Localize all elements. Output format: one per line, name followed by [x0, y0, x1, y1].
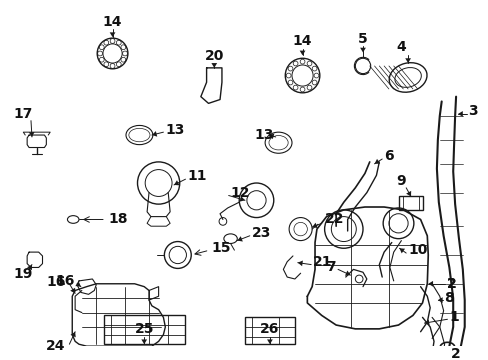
Text: 8: 8 [444, 291, 453, 305]
Polygon shape [437, 297, 442, 303]
Polygon shape [174, 180, 179, 185]
Polygon shape [424, 319, 429, 325]
Text: 22: 22 [324, 212, 344, 226]
Polygon shape [141, 339, 147, 344]
Text: 16: 16 [46, 275, 65, 289]
Polygon shape [406, 191, 410, 197]
Polygon shape [70, 288, 75, 293]
Text: 12: 12 [230, 186, 249, 199]
Polygon shape [344, 270, 350, 276]
Text: 9: 9 [396, 174, 406, 188]
Polygon shape [75, 282, 81, 287]
Polygon shape [457, 111, 462, 117]
Text: 16: 16 [56, 274, 75, 288]
Text: 1: 1 [448, 310, 458, 324]
Polygon shape [374, 159, 379, 164]
Text: 13: 13 [254, 128, 273, 142]
Text: 4: 4 [396, 40, 406, 54]
Text: 24: 24 [46, 339, 65, 353]
Polygon shape [405, 58, 410, 63]
Polygon shape [299, 51, 305, 55]
Polygon shape [109, 32, 115, 37]
Text: 10: 10 [407, 243, 427, 257]
Polygon shape [359, 48, 365, 53]
Text: 21: 21 [312, 255, 332, 269]
Text: 20: 20 [204, 49, 224, 63]
Text: 11: 11 [187, 169, 206, 183]
Polygon shape [441, 353, 446, 359]
Text: 5: 5 [357, 32, 367, 46]
Text: 15: 15 [211, 241, 230, 255]
Text: 6: 6 [384, 149, 393, 163]
Polygon shape [239, 196, 244, 202]
Polygon shape [27, 265, 32, 270]
Polygon shape [311, 223, 317, 228]
Polygon shape [152, 131, 157, 137]
Bar [104, 315, 185, 344]
Polygon shape [237, 236, 243, 242]
Text: 23: 23 [251, 226, 270, 240]
Text: 26: 26 [260, 322, 279, 336]
Polygon shape [70, 332, 76, 337]
Text: 19: 19 [14, 267, 33, 281]
Polygon shape [211, 63, 217, 68]
Text: 3: 3 [468, 104, 477, 118]
Text: 14: 14 [292, 34, 312, 48]
Polygon shape [427, 281, 432, 287]
Text: 25: 25 [134, 322, 154, 336]
Text: 18: 18 [108, 212, 128, 226]
Text: 17: 17 [14, 107, 33, 121]
Text: 13: 13 [165, 123, 184, 137]
Polygon shape [297, 261, 302, 266]
Polygon shape [399, 248, 404, 253]
Text: 2: 2 [450, 347, 460, 360]
Text: 14: 14 [102, 15, 122, 29]
Text: 2: 2 [446, 277, 455, 291]
Polygon shape [29, 132, 35, 137]
Text: 7: 7 [326, 260, 335, 274]
Polygon shape [268, 134, 274, 139]
Bar [399, 197, 422, 210]
Text: 2: 2 [446, 277, 455, 291]
Bar [244, 318, 294, 344]
Polygon shape [266, 339, 272, 344]
